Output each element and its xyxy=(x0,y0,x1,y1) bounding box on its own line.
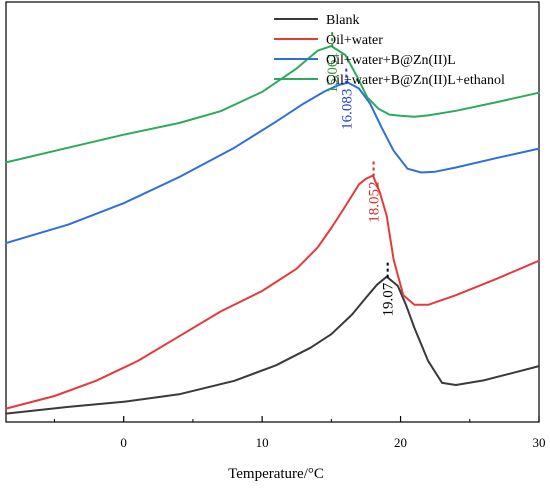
legend: Blank Oil+water Oil+water+B@Zn(II)L Oil+wat… xyxy=(274,13,505,88)
series-line-2 xyxy=(5,174,540,410)
legend-entry-4: Oil+water+B@Zn(II)L+ethanol xyxy=(326,73,505,88)
legend-entry-3: Oil+water+B@Zn(II)L xyxy=(326,53,456,68)
x-axis-title: Temperature/°C xyxy=(228,466,324,482)
x-tick-label-30: 30 xyxy=(533,435,546,450)
x-tick-label-10: 10 xyxy=(256,435,269,450)
peak-label-2: 16.083 xyxy=(339,89,355,130)
series-line-3 xyxy=(5,81,540,245)
series-line-1 xyxy=(5,275,540,415)
plot-frame xyxy=(5,1,540,423)
legend-entry-2: Oil+water xyxy=(326,33,383,48)
peak-label-4: 19.07 xyxy=(381,282,397,316)
x-tick-label-20: 20 xyxy=(394,435,407,450)
x-tick-label-0: 0 xyxy=(120,435,127,450)
peak-label-1: 15.061 xyxy=(325,52,341,93)
series-line-4 xyxy=(5,45,540,164)
legend-entry-1: Blank xyxy=(326,13,359,28)
x-axis-ticks: 0 10 20 30 xyxy=(53,416,546,450)
series-lines xyxy=(5,45,540,415)
peak-label-3: 18.052 xyxy=(367,182,383,223)
